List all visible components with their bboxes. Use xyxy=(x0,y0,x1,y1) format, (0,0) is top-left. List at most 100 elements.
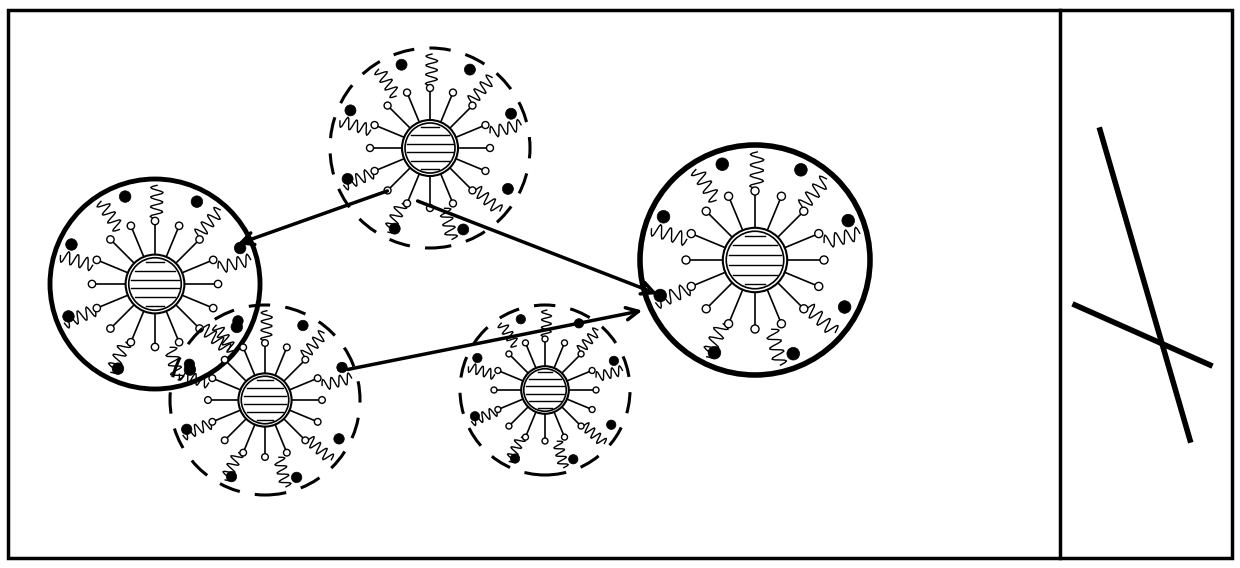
Circle shape xyxy=(751,325,759,333)
Circle shape xyxy=(727,231,784,289)
Circle shape xyxy=(460,305,630,475)
Circle shape xyxy=(724,320,733,328)
Circle shape xyxy=(396,59,407,70)
Circle shape xyxy=(371,122,378,128)
Circle shape xyxy=(210,375,216,382)
Circle shape xyxy=(751,187,759,195)
Circle shape xyxy=(206,341,324,459)
Circle shape xyxy=(107,325,114,332)
Circle shape xyxy=(683,189,826,331)
Circle shape xyxy=(284,449,290,456)
Circle shape xyxy=(175,222,182,229)
Circle shape xyxy=(185,359,195,370)
Circle shape xyxy=(210,256,217,264)
Circle shape xyxy=(403,200,410,207)
Circle shape xyxy=(521,366,569,414)
Circle shape xyxy=(66,239,77,250)
Circle shape xyxy=(234,242,246,254)
Circle shape xyxy=(427,85,434,91)
Circle shape xyxy=(472,353,482,363)
Circle shape xyxy=(815,229,823,237)
Circle shape xyxy=(170,305,360,495)
Circle shape xyxy=(367,144,373,152)
Circle shape xyxy=(787,348,800,360)
Circle shape xyxy=(523,369,567,411)
Circle shape xyxy=(687,229,696,237)
Circle shape xyxy=(640,145,870,375)
Circle shape xyxy=(389,223,401,234)
Circle shape xyxy=(777,320,785,328)
Circle shape xyxy=(403,89,410,96)
Circle shape xyxy=(542,336,548,342)
Circle shape xyxy=(210,304,217,312)
Circle shape xyxy=(569,454,578,464)
Circle shape xyxy=(303,356,309,363)
Circle shape xyxy=(371,168,378,174)
Circle shape xyxy=(402,120,458,176)
Circle shape xyxy=(210,419,216,425)
Circle shape xyxy=(330,48,529,248)
Circle shape xyxy=(205,396,211,403)
Circle shape xyxy=(516,315,526,324)
Circle shape xyxy=(522,340,528,346)
Circle shape xyxy=(222,356,228,363)
Circle shape xyxy=(449,89,456,96)
Circle shape xyxy=(368,86,492,210)
Circle shape xyxy=(239,449,247,456)
Circle shape xyxy=(88,281,95,287)
Circle shape xyxy=(191,196,202,207)
Circle shape xyxy=(384,187,391,194)
Circle shape xyxy=(319,396,325,403)
Circle shape xyxy=(215,281,222,287)
Circle shape xyxy=(107,236,114,243)
Circle shape xyxy=(112,363,124,374)
Circle shape xyxy=(345,105,356,116)
Circle shape xyxy=(128,222,135,229)
Circle shape xyxy=(574,319,584,328)
Circle shape xyxy=(578,351,584,357)
Circle shape xyxy=(128,339,135,346)
Circle shape xyxy=(50,179,260,389)
Circle shape xyxy=(657,210,670,223)
Circle shape xyxy=(469,187,476,194)
Circle shape xyxy=(495,407,501,412)
Circle shape xyxy=(838,300,851,314)
Circle shape xyxy=(93,256,100,264)
Circle shape xyxy=(609,356,619,366)
Circle shape xyxy=(589,367,595,373)
Circle shape xyxy=(384,102,391,109)
Circle shape xyxy=(715,158,729,170)
Circle shape xyxy=(562,340,568,346)
Circle shape xyxy=(119,191,131,202)
Circle shape xyxy=(506,108,517,119)
Circle shape xyxy=(238,373,291,427)
Circle shape xyxy=(427,204,434,211)
Circle shape xyxy=(578,423,584,429)
Circle shape xyxy=(593,387,599,393)
Circle shape xyxy=(233,316,243,326)
Circle shape xyxy=(242,376,289,424)
Circle shape xyxy=(226,471,237,482)
Circle shape xyxy=(465,64,475,75)
Circle shape xyxy=(589,407,595,412)
Circle shape xyxy=(469,102,476,109)
Circle shape xyxy=(562,434,568,440)
Circle shape xyxy=(63,311,74,322)
Circle shape xyxy=(542,438,548,444)
Circle shape xyxy=(196,325,203,332)
Circle shape xyxy=(511,454,520,463)
Circle shape xyxy=(298,320,309,331)
Circle shape xyxy=(93,304,100,312)
Circle shape xyxy=(522,434,528,440)
Circle shape xyxy=(820,256,828,264)
Circle shape xyxy=(702,207,711,215)
Circle shape xyxy=(502,183,513,194)
Circle shape xyxy=(151,343,159,350)
Circle shape xyxy=(314,419,321,425)
Circle shape xyxy=(151,218,159,225)
Circle shape xyxy=(486,144,494,152)
Circle shape xyxy=(482,168,489,174)
Circle shape xyxy=(795,164,807,176)
Circle shape xyxy=(262,454,268,460)
Circle shape xyxy=(506,423,512,429)
